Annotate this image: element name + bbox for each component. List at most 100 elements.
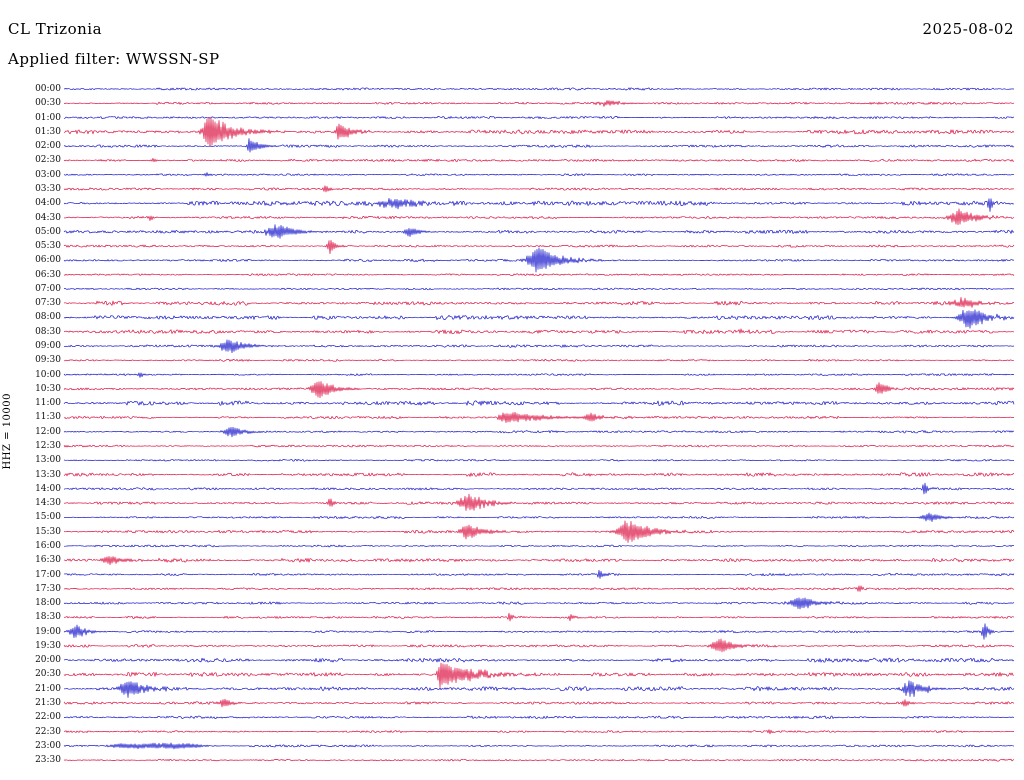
trace-row-1500 <box>63 512 1015 522</box>
trace-row-0700 <box>64 287 1015 291</box>
time-label: 08:00 <box>35 312 61 323</box>
time-label: 18:30 <box>35 612 61 623</box>
time-label: 03:30 <box>35 183 61 194</box>
time-label: 21:30 <box>35 698 61 709</box>
trace-row-0000 <box>64 87 1014 91</box>
time-label: 02:30 <box>35 155 61 166</box>
time-label: 06:00 <box>35 255 61 266</box>
time-label: 22:30 <box>35 726 61 737</box>
trace-row-1000 <box>63 372 1015 378</box>
trace-row-1700 <box>63 569 1015 579</box>
trace-row-1300 <box>63 459 1015 462</box>
trace-row-1730 <box>64 585 1015 592</box>
time-label: 22:00 <box>35 712 61 723</box>
time-label: 15:30 <box>35 526 61 537</box>
trace-row-2100 <box>63 680 1015 698</box>
time-label: 00:00 <box>35 84 61 94</box>
trace-row-0630 <box>63 273 1015 276</box>
time-label: 12:30 <box>35 441 61 451</box>
time-label: 16:00 <box>35 540 61 551</box>
trace-row-0130 <box>63 116 1015 147</box>
time-label: 15:00 <box>35 512 61 523</box>
time-label: 19:30 <box>35 640 61 651</box>
station-title: CL Trizonia <box>8 20 103 38</box>
time-label: 23:30 <box>35 755 61 766</box>
time-label: 07:30 <box>35 298 61 309</box>
time-label: 04:30 <box>35 212 61 223</box>
time-label: 09:00 <box>35 341 61 352</box>
trace-row-0330 <box>63 185 1015 193</box>
trace-row-1830 <box>63 612 1015 622</box>
time-label: 08:30 <box>35 326 61 337</box>
time-label: 04:00 <box>35 198 61 209</box>
report-date: 2025-08-02 <box>922 20 1014 38</box>
trace-row-2130 <box>63 698 1015 708</box>
trace-row-1800 <box>63 597 1015 610</box>
trace-row-2030 <box>63 662 1014 688</box>
time-label: 18:00 <box>35 598 61 609</box>
trace-row-0900 <box>63 339 1015 354</box>
time-label: 00:30 <box>35 98 61 109</box>
time-label: 02:00 <box>35 141 61 152</box>
trace-row-2000 <box>63 657 1015 663</box>
trace-row-2230 <box>63 729 1015 735</box>
trace-row-2200 <box>63 715 1015 720</box>
helicorder-plot <box>63 82 1015 772</box>
trace-row-1400 <box>63 482 1015 495</box>
time-label: 21:00 <box>35 683 61 694</box>
trace-row-1130 <box>63 411 1015 424</box>
trace-row-1100 <box>63 400 1015 406</box>
trace-row-0830 <box>64 328 1015 335</box>
trace-row-1930 <box>63 638 1015 653</box>
filter-label: Applied filter: WWSSN-SP <box>8 50 220 68</box>
trace-row-0800 <box>63 309 1015 329</box>
time-label: 19:00 <box>35 626 61 637</box>
time-label: 23:00 <box>35 740 61 751</box>
trace-row-0730 <box>63 297 1015 308</box>
time-label: 17:00 <box>35 569 61 580</box>
time-label: 17:30 <box>35 583 61 594</box>
time-label: 13:00 <box>35 455 61 466</box>
time-label: 05:30 <box>35 241 61 252</box>
trace-row-1630 <box>63 556 1015 566</box>
time-label: 01:30 <box>35 126 61 137</box>
trace-row-0930 <box>63 359 1014 362</box>
helicorder-svg <box>63 87 1015 762</box>
trace-row-2300 <box>63 742 1015 750</box>
trace-row-0400 <box>63 197 1015 212</box>
trace-row-0500 <box>63 224 1015 239</box>
time-label: 16:30 <box>35 555 61 566</box>
trace-row-0030 <box>64 100 1015 107</box>
time-label: 14:00 <box>35 483 61 494</box>
time-label: 12:00 <box>35 426 61 437</box>
time-label: 09:30 <box>35 355 61 366</box>
trace-row-1330 <box>63 472 1015 477</box>
trace-row-1230 <box>63 444 1015 448</box>
time-label: 14:30 <box>35 498 61 509</box>
trace-row-0300 <box>63 172 1015 177</box>
time-label: 01:00 <box>35 112 61 123</box>
time-label: 13:30 <box>35 469 61 480</box>
time-label: 11:30 <box>35 412 61 423</box>
time-label: 10:30 <box>35 383 61 394</box>
time-label: 05:00 <box>35 226 61 237</box>
trace-row-0600 <box>63 247 1015 273</box>
time-label: 10:00 <box>35 369 61 380</box>
trace-row-0100 <box>63 116 1015 120</box>
time-label: 20:00 <box>35 655 61 666</box>
time-label: 11:00 <box>35 398 61 409</box>
trace-row-0230 <box>63 157 1015 163</box>
time-label: 20:30 <box>35 669 61 680</box>
trace-row-0430 <box>63 208 1015 226</box>
time-label: 03:00 <box>35 169 61 180</box>
trace-row-1200 <box>63 426 1015 438</box>
time-label: 07:00 <box>35 283 61 294</box>
trace-row-1900 <box>63 623 1015 640</box>
trace-row-1430 <box>63 493 1015 511</box>
trace-row-2330 <box>63 758 1015 762</box>
trace-row-0530 <box>63 239 1015 255</box>
trace-row-1030 <box>63 381 1015 399</box>
time-label: 06:30 <box>35 269 61 280</box>
trace-row-0200 <box>63 138 1015 153</box>
